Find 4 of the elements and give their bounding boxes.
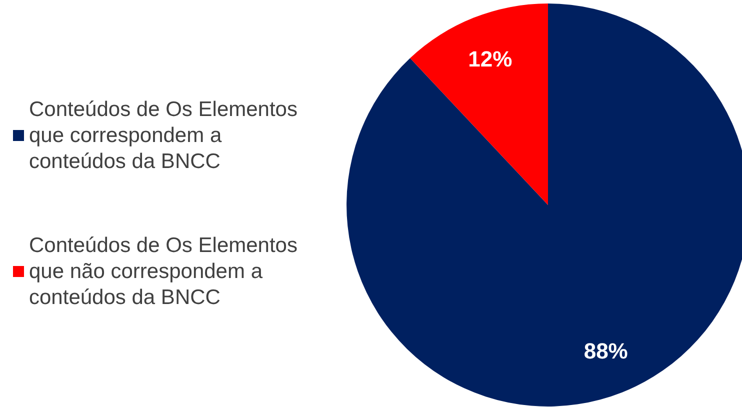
data-label: 12% — [468, 46, 512, 72]
data-label: 88% — [584, 338, 628, 364]
legend-label: Conteúdos de Os Elementos que não correspondem a conteúdos da BNCC — [29, 234, 304, 309]
legend-label: Conteúdos de Os Elementos que correspondem a conteúdos da BNCC — [29, 98, 304, 173]
